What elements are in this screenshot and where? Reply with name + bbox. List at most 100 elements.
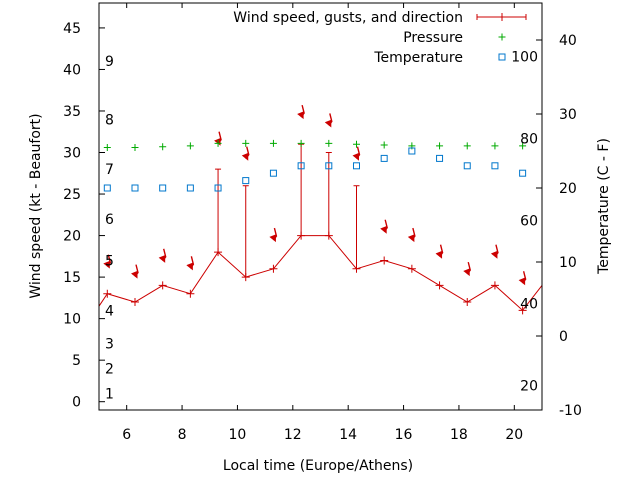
fahrenheit-label: 80 [520, 131, 538, 147]
wind-direction-arrowhead [297, 111, 304, 120]
pressure-point [491, 142, 499, 150]
wind-speed-line [98, 235, 543, 312]
wind-direction-arrowhead [269, 234, 276, 243]
y-right-tick-label: 20 [559, 181, 577, 197]
temperature-point [352, 162, 360, 170]
temperature-point [269, 169, 277, 177]
pressure-point [519, 142, 527, 150]
fahrenheit-label: 100 [511, 49, 538, 65]
y-left-tick-label: 25 [63, 187, 81, 203]
x-tick-label: 14 [339, 427, 357, 443]
temperature-point [297, 162, 305, 170]
temperature-point [436, 154, 444, 162]
beaufort-label: 6 [105, 212, 114, 228]
y-left-tick-label: 5 [72, 353, 81, 369]
y-right-tick-label: 30 [559, 107, 577, 123]
legend-swatch-wind-marker [498, 13, 506, 21]
temperature-point [463, 162, 471, 170]
y-left-tick-label: 40 [63, 62, 81, 78]
pressure-point [159, 143, 167, 151]
pressure-point [380, 141, 388, 149]
wind-speed-point [407, 264, 416, 273]
wind-speed-point [490, 281, 499, 290]
axes-layer: 6 8 10 12 14 16 18 20051015202530354045-1001020… [63, 3, 582, 443]
y-left-tick-label: 45 [63, 21, 81, 37]
wind-direction-arrowhead [435, 250, 443, 259]
beaufort-label: 1 [105, 386, 114, 402]
wind-speed-point [435, 281, 444, 290]
x-tick-label: 10 [229, 427, 247, 443]
legend-label-wind: Wind speed, gusts, and direction [233, 10, 463, 26]
wind-direction-arrowhead [463, 268, 470, 277]
temperature-point [214, 184, 222, 192]
wind-direction-arrowhead [380, 226, 387, 234]
x-tick-label: 20 [505, 427, 523, 443]
x-tick-label: 16 [395, 427, 413, 443]
temperature-point [519, 169, 527, 177]
temperature-point [242, 177, 250, 185]
y-right-tick-label: 10 [559, 255, 577, 271]
wind-speed-point [130, 298, 139, 307]
beaufort-label: 4 [105, 303, 114, 319]
pressure-point [214, 139, 222, 147]
y-left-tick-label: 35 [63, 104, 81, 120]
y-right-tick-label: 0 [559, 329, 568, 345]
x-axis-label: Local time (Europe/Athens) [223, 458, 413, 474]
y-right-tick-label: 40 [559, 33, 577, 49]
temperature-point [325, 162, 333, 170]
temperature-point [186, 184, 194, 192]
y-left-tick-label: 0 [72, 395, 81, 411]
legend-label-pressure: Pressure [403, 30, 463, 46]
temperature-point [131, 184, 139, 192]
temperature-point [491, 162, 499, 170]
pressure-point [269, 139, 277, 147]
pressure-point [131, 144, 139, 152]
beaufort-label: 9 [105, 54, 114, 70]
wind-speed-point [158, 281, 167, 290]
legend-label-temperature: Temperature [373, 50, 463, 66]
wind-direction-arrowhead [103, 260, 110, 269]
y-left-tick-label: 20 [63, 229, 81, 245]
pressure-point [186, 142, 194, 150]
y-left-tick-label: 15 [63, 270, 81, 286]
pressure-point [103, 144, 111, 152]
wind-speed-point [103, 289, 112, 298]
x-tick-label: 8 [178, 427, 187, 443]
temperature-point [103, 184, 111, 192]
wind-direction-arrowhead [352, 152, 359, 161]
fahrenheit-label: 60 [520, 214, 538, 230]
y-left-tick-label: 30 [63, 146, 81, 162]
plot-area-border [98, 2, 543, 411]
wind-direction-arrowhead [131, 270, 138, 279]
y-axis-left-label: Wind speed (kt - Beaufort) [28, 113, 44, 298]
wind-speed-point [269, 264, 278, 273]
pressure-point [297, 139, 305, 147]
y-axis-right-label: Temperature (C - F) [596, 138, 612, 275]
wind-direction-arrowhead [186, 262, 193, 271]
legend-swatch-pressure [498, 33, 506, 41]
y-left-tick-label: 10 [63, 312, 81, 328]
beaufort-label: 8 [105, 112, 114, 128]
beaufort-label: 2 [105, 361, 114, 377]
chart-legend: Wind speed, gusts, and direction Pressure… [233, 10, 527, 66]
fahrenheit-label: 40 [520, 296, 538, 312]
wind-direction-arrowhead [518, 277, 526, 286]
beaufort-label: 5 [105, 253, 114, 269]
series-layer [98, 104, 543, 315]
pressure-point [242, 139, 250, 147]
pressure-point [463, 142, 471, 150]
wind-speed-point [186, 289, 195, 298]
wind-speed-point [463, 298, 472, 307]
wind-direction-arrowhead [490, 250, 498, 259]
wind-direction-arrowhead [158, 255, 166, 263]
x-tick-label: 6 [122, 427, 131, 443]
fahrenheit-label: 20 [520, 379, 538, 395]
x-tick-label: 18 [450, 427, 468, 443]
beaufort-label: 7 [105, 162, 114, 178]
temperature-point [380, 154, 388, 162]
wind-direction-arrowhead [407, 234, 415, 243]
pressure-point [325, 139, 333, 147]
beaufort-label: 3 [105, 337, 114, 353]
wind-direction-arrowhead [324, 119, 332, 128]
wind-speed-point [518, 306, 527, 315]
